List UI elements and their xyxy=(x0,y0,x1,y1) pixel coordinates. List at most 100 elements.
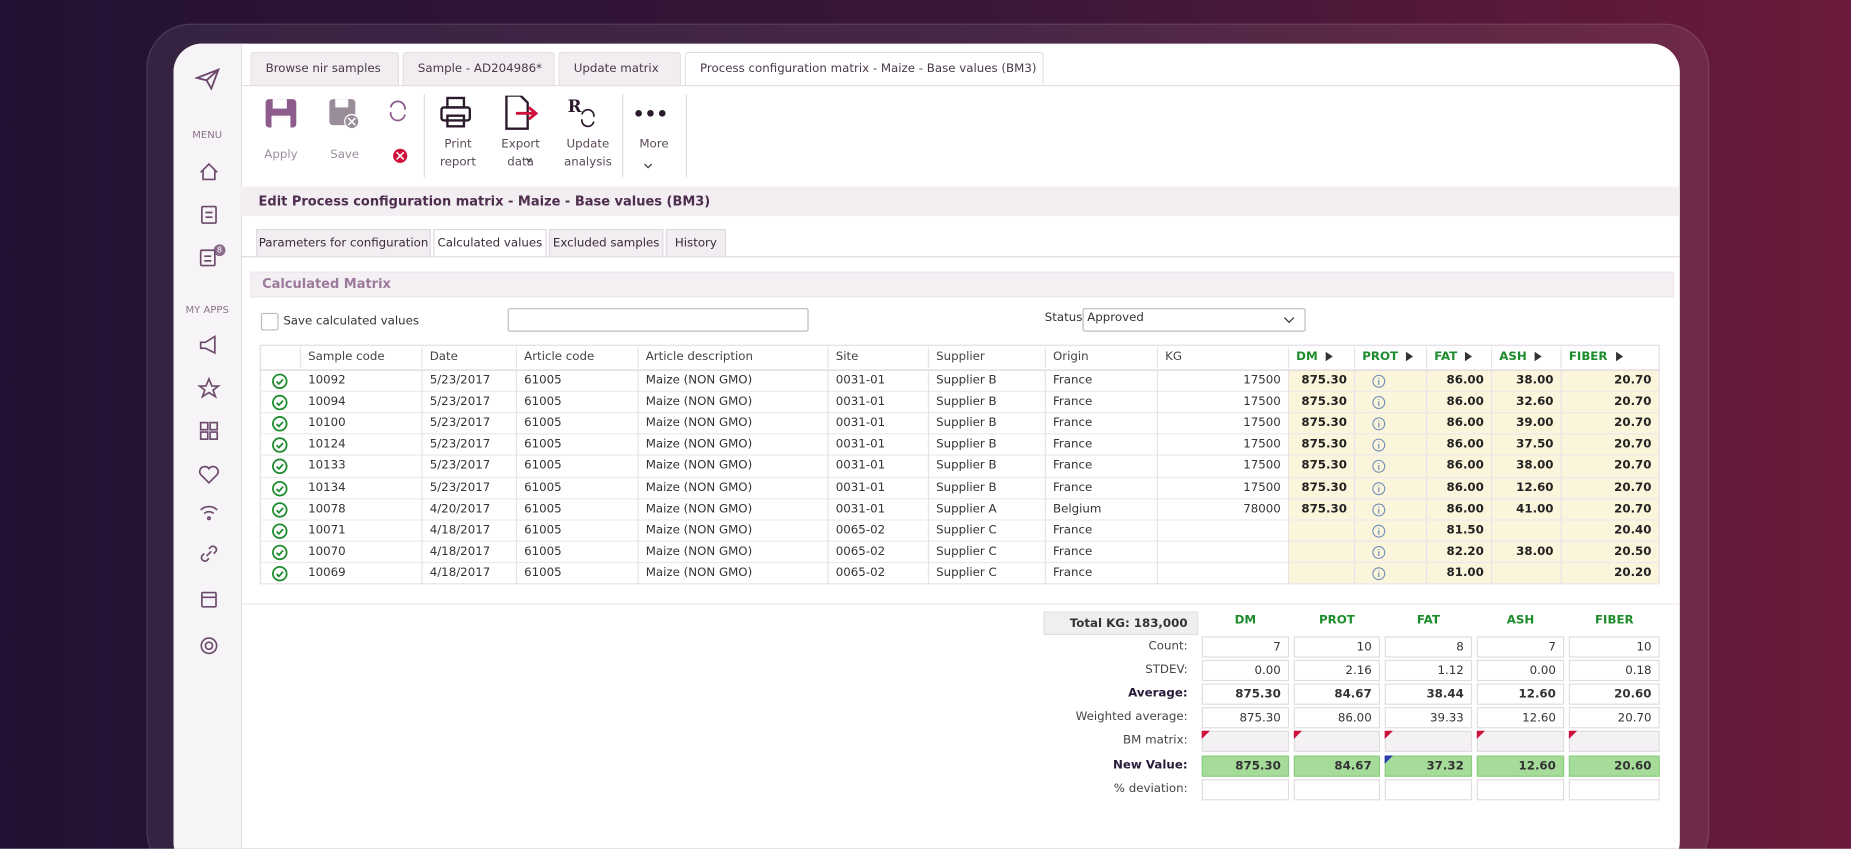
info-icon[interactable] xyxy=(1371,480,1388,497)
info-icon[interactable] xyxy=(1371,458,1388,475)
cell: 5/23/2017 xyxy=(423,456,518,478)
column-header[interactable]: FAT xyxy=(1427,347,1493,369)
summary-cell: 10 xyxy=(1293,636,1380,658)
summary-cell[interactable] xyxy=(1201,730,1290,752)
sort-arrow[interactable] xyxy=(1534,351,1543,362)
sidebar: MENU MY APPS 8 xyxy=(173,43,242,849)
cell: 0031-01 xyxy=(829,392,930,414)
checkbox[interactable] xyxy=(260,312,279,331)
info-icon[interactable] xyxy=(1371,437,1388,454)
search-input[interactable] xyxy=(507,308,809,332)
cell: 82.20 xyxy=(1427,541,1493,563)
column-header[interactable]: ASH xyxy=(1492,347,1562,369)
cell: 5/23/2017 xyxy=(423,434,518,457)
subtab[interactable]: History xyxy=(665,229,726,257)
summary-cell: 37.32 xyxy=(1384,755,1473,777)
cell: Supplier B xyxy=(929,413,1046,435)
toolbar-label[interactable]: Export data xyxy=(501,138,540,169)
cell: 20.70 xyxy=(1562,498,1660,521)
summary-cell: 12.60 xyxy=(1476,683,1565,705)
separator xyxy=(622,94,624,178)
cell: 17500 xyxy=(1158,413,1290,435)
toolbar-label[interactable]: Apply xyxy=(264,148,298,162)
checkbox-label: Save calculated values xyxy=(283,315,420,329)
summary-label: % deviation: xyxy=(1113,782,1188,796)
column-header[interactable]: DM xyxy=(1289,347,1356,369)
info-icon[interactable] xyxy=(1371,416,1388,433)
status-value: Approved xyxy=(1087,311,1144,325)
summary-cell[interactable] xyxy=(1201,779,1290,801)
summary-cell[interactable] xyxy=(1384,730,1473,752)
metric-bg xyxy=(1355,370,1428,585)
info-icon[interactable] xyxy=(1371,373,1388,390)
row-border xyxy=(259,583,1660,585)
toolbar-label[interactable]: Print report xyxy=(439,138,477,169)
cell: 81.00 xyxy=(1427,562,1493,585)
cell: 61005 xyxy=(517,477,639,499)
cell: 61005 xyxy=(517,562,639,585)
toolbar-label[interactable]: Update analysis xyxy=(563,138,612,169)
cell: 10094 xyxy=(301,392,423,414)
cell xyxy=(1492,562,1562,585)
column-header: Date xyxy=(423,347,518,369)
toolbar-label[interactable]: Save xyxy=(330,148,360,162)
cell: 86.00 xyxy=(1427,370,1493,392)
subtab[interactable]: Calculated values xyxy=(433,229,547,257)
column-header: Site xyxy=(829,347,930,369)
cell: 5/23/2017 xyxy=(423,392,518,414)
status-icon xyxy=(272,501,288,518)
summary-header: DM xyxy=(1234,613,1257,627)
summary-cell[interactable] xyxy=(1476,779,1565,801)
status-select[interactable] xyxy=(1082,308,1306,332)
toolbar-label[interactable]: More xyxy=(639,138,669,152)
cell: 39.00 xyxy=(1492,413,1562,435)
sort-arrow[interactable] xyxy=(1325,351,1334,362)
sort-arrow[interactable] xyxy=(1465,351,1473,362)
cell: 37.50 xyxy=(1492,434,1562,457)
cell: Supplier C xyxy=(929,520,1046,542)
info-icon[interactable] xyxy=(1371,523,1388,540)
tab[interactable]: Update matrix xyxy=(558,51,682,85)
summary-cell[interactable] xyxy=(1293,779,1380,801)
summary-cell[interactable] xyxy=(1568,730,1660,752)
metric-bg xyxy=(1289,370,1356,585)
status-icon xyxy=(272,565,288,582)
cell: 86.00 xyxy=(1427,477,1493,499)
summary-cell[interactable] xyxy=(1384,779,1473,801)
cell: 0065-02 xyxy=(829,562,930,585)
summary-header: PROT xyxy=(1318,613,1355,627)
subtab[interactable]: Parameters for configuration xyxy=(256,229,431,257)
column-header[interactable]: PROT xyxy=(1355,347,1428,369)
info-icon[interactable] xyxy=(1371,394,1388,411)
tab[interactable]: Process configuration matrix - Maize - B… xyxy=(684,51,1044,85)
divider xyxy=(240,603,1680,605)
sort-arrow[interactable] xyxy=(1406,351,1414,362)
nav-icons[interactable] xyxy=(197,159,221,655)
summary-cell[interactable] xyxy=(1476,730,1565,752)
subtab[interactable]: Excluded samples xyxy=(548,229,664,257)
summary-cell: 84.67 xyxy=(1293,683,1380,705)
summary-cell: 1.12 xyxy=(1384,659,1473,682)
tab[interactable]: Browse nir samples xyxy=(250,51,400,85)
sort-arrow[interactable] xyxy=(1615,351,1623,362)
summary-cell: 8 xyxy=(1384,636,1473,658)
column-header[interactable]: FIBER xyxy=(1562,347,1660,369)
summary-cell[interactable] xyxy=(1568,779,1660,801)
cell: France xyxy=(1046,413,1159,435)
summary-label: BM matrix: xyxy=(1123,734,1188,748)
cell xyxy=(1355,370,1428,392)
info-icon[interactable] xyxy=(1371,544,1388,561)
summary-cell[interactable] xyxy=(1293,730,1380,752)
toolbar-icons[interactable]: R xyxy=(256,95,693,179)
tab[interactable]: Sample - AD204986* xyxy=(402,51,555,85)
cell: 61005 xyxy=(517,434,639,457)
edit-band xyxy=(240,186,1680,217)
cell: 0031-01 xyxy=(829,370,930,392)
cell: Supplier B xyxy=(929,434,1046,457)
cell: France xyxy=(1046,520,1159,542)
info-icon[interactable] xyxy=(1371,565,1388,582)
cell: 61005 xyxy=(517,541,639,563)
summary-cell: 84.67 xyxy=(1293,755,1380,777)
info-icon[interactable] xyxy=(1371,501,1388,518)
status-label: Status xyxy=(1044,311,1083,325)
